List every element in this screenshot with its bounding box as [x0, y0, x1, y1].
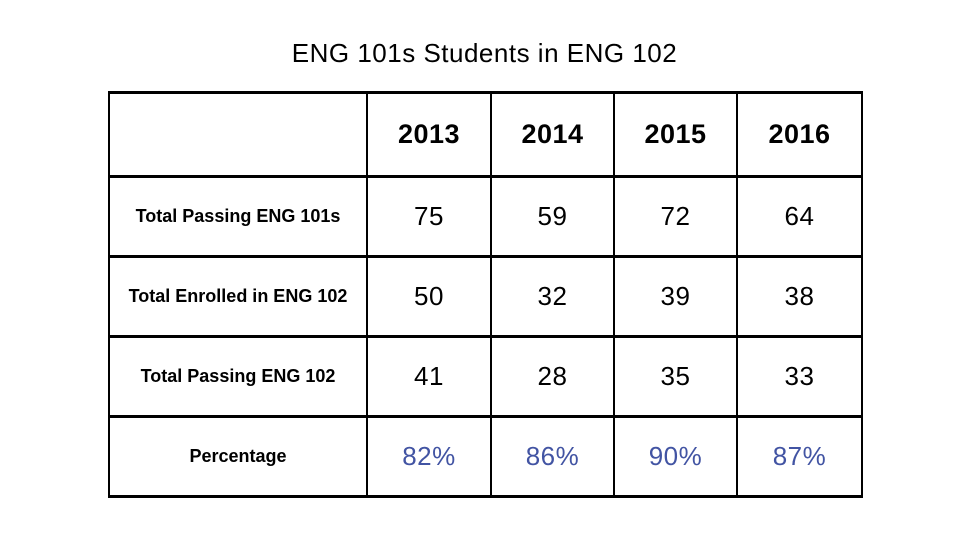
table-cell-percentage: 90% [613, 415, 738, 498]
table-row-enrolled-eng102: Total Enrolled in ENG 102 50 32 39 38 [108, 255, 863, 338]
eng-results-table: 2013 2014 2015 2016 Total Passing ENG 10… [108, 91, 863, 498]
table-cell: 64 [736, 175, 863, 258]
header-row: 2013 2014 2015 2016 [108, 91, 863, 178]
row-label: Percentage [108, 415, 368, 498]
table-cell: 35 [613, 335, 738, 418]
table-cell: 38 [736, 255, 863, 338]
table-cell-percentage: 82% [366, 415, 492, 498]
table-row-passing-eng102: Total Passing ENG 102 41 28 35 33 [108, 335, 863, 418]
column-header-2015: 2015 [613, 91, 738, 178]
table-cell: 59 [490, 175, 615, 258]
page-title: ENG 101s Students in ENG 102 [291, 38, 678, 68]
row-label: Total Enrolled in ENG 102 [108, 255, 368, 338]
row-label: Total Passing ENG 101s [108, 175, 368, 258]
table-cell-percentage: 87% [736, 415, 863, 498]
column-header-2014: 2014 [490, 91, 615, 178]
row-label: Total Passing ENG 102 [108, 335, 368, 418]
table-cell: 28 [490, 335, 615, 418]
table-row-percentage: Percentage 82% 86% 90% 87% [108, 415, 863, 498]
table-cell-percentage: 86% [490, 415, 615, 498]
table-cell: 72 [613, 175, 738, 258]
table-row-passing-eng101s: Total Passing ENG 101s 75 59 72 64 [108, 175, 863, 258]
corner-cell [108, 91, 368, 178]
table-cell: 75 [366, 175, 492, 258]
table-cell: 33 [736, 335, 863, 418]
table-cell: 50 [366, 255, 492, 338]
column-header-2016: 2016 [736, 91, 863, 178]
table-cell: 41 [366, 335, 492, 418]
table-cell: 39 [613, 255, 738, 338]
table-cell: 32 [490, 255, 615, 338]
column-header-2013: 2013 [366, 91, 492, 178]
